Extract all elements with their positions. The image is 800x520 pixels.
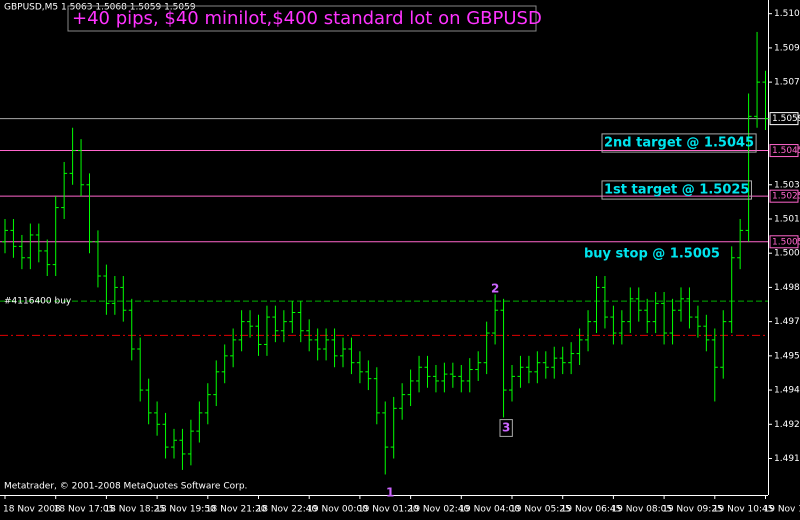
x-tick-label: 18 Nov 21:20: [206, 505, 267, 515]
y-tick-label: 1.4910: [774, 454, 800, 464]
level-label-box: [769, 144, 799, 158]
level-label: 1.5045: [772, 146, 800, 156]
y-tick-label: 1.4940: [774, 386, 800, 396]
x-tick-label: 19 Nov 02:40: [409, 505, 470, 515]
y-tick-label: 1.5090: [774, 43, 800, 53]
annotation-box: [499, 419, 513, 437]
y-tick-label: 1.5015: [774, 214, 800, 224]
x-tick-label: 19 Nov 09:25: [662, 505, 723, 515]
x-tick-label: 18 Nov 22:40: [257, 505, 318, 515]
level-label: 1.5025: [772, 192, 800, 202]
x-tick-label: 19 Nov 06:45: [561, 505, 622, 515]
y-tick-label: 1.4970: [774, 317, 800, 327]
level-label: 1.5005: [772, 237, 800, 247]
order-label: #4116400 buy: [4, 297, 72, 307]
y-tick-label: 1.5000: [774, 249, 800, 259]
y-tick-label: 1.5075: [774, 78, 800, 88]
y-tick-label: 1.4925: [774, 420, 800, 430]
y-tick-label: 1.4985: [774, 283, 800, 293]
x-tick-label: 19 Nov 00:00: [307, 505, 368, 515]
x-tick-label: 19 Nov 04:00: [459, 505, 520, 515]
current-price-label: 1.5059: [772, 114, 800, 124]
x-tick-label: 18 Nov 18:25: [104, 505, 165, 515]
level-label-box: [769, 189, 799, 203]
x-tick-label: 19 Nov 01:20: [358, 505, 419, 515]
y-tick-label: 1.5105: [774, 9, 800, 19]
current-price-box: [769, 112, 799, 126]
footer: Metatrader, © 2001-2008 MetaQuotes Softw…: [4, 482, 247, 492]
x-tick-label: 18 Nov 17:05: [54, 505, 115, 515]
title-box: [67, 5, 537, 32]
annotation: buy stop @ 1.5005: [584, 247, 720, 262]
annotation: 1: [386, 486, 394, 500]
annotation: 3: [502, 421, 510, 435]
symbol-info: GBPUSD,M5 1.5063 1.5068 1.5059 1.5059: [4, 3, 196, 13]
x-tick-label: 19 Nov 10:45: [713, 505, 774, 515]
chart-title: +40 pips, $40 minilot,$400 standard lot …: [72, 8, 542, 29]
x-tick-label: 18 Nov 2008: [3, 505, 61, 515]
annotation: 2: [491, 282, 499, 296]
annotation-box: [601, 180, 752, 200]
annotation: 1st target @ 1.5025: [604, 183, 749, 198]
level-label-box: [769, 235, 799, 249]
x-tick-label: 19 Nov 08:05: [611, 505, 672, 515]
x-tick-label: 19 Nov 05:25: [510, 505, 571, 515]
annotation-box: [601, 133, 757, 153]
x-tick-label: 18 Nov 19:50: [155, 505, 216, 515]
x-tick-label: 19 Nov 12:05: [764, 505, 800, 515]
y-tick-label: 1.5030: [774, 180, 800, 190]
y-tick-label: 1.4955: [774, 351, 800, 361]
annotation: 2nd target @ 1.5045: [604, 136, 754, 151]
